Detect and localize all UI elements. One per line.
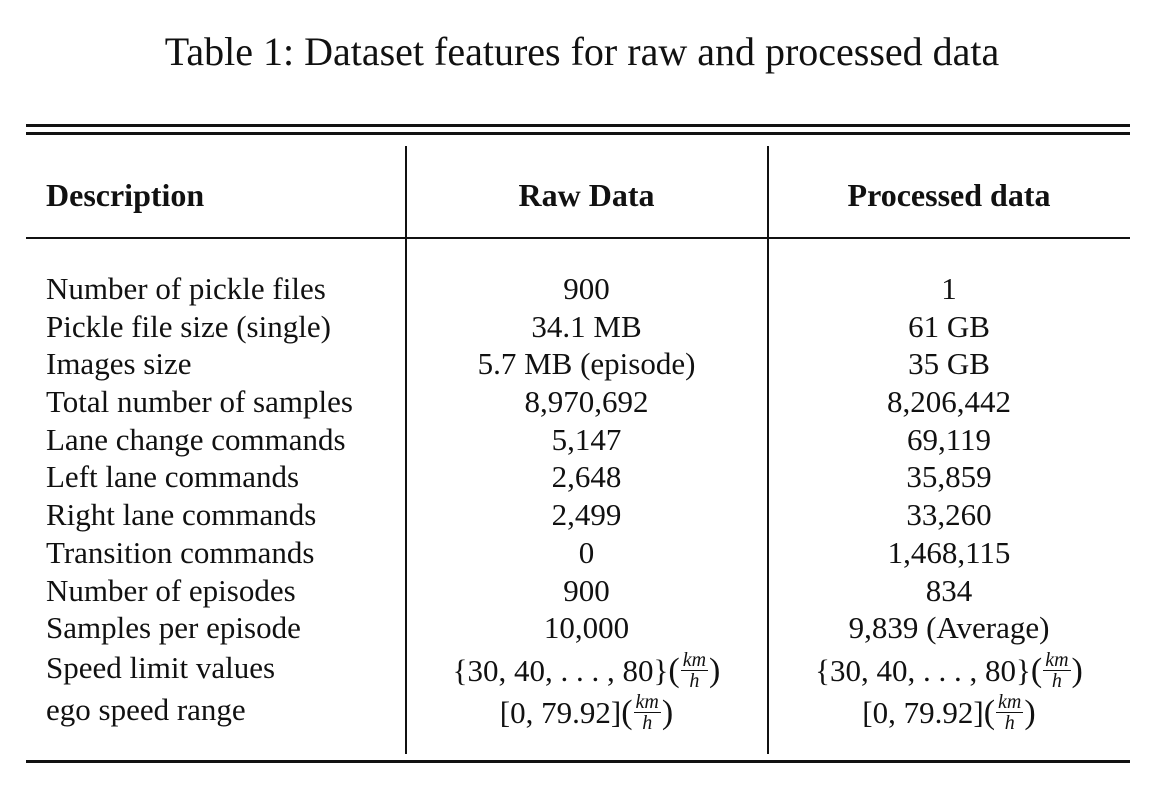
unit-numerator: km xyxy=(680,649,709,672)
raw-cell: 5.7 MB (episode) xyxy=(477,346,696,382)
unit-fraction: km h xyxy=(1043,649,1071,693)
table-row: Total number of samples 8,970,692 8,206,… xyxy=(26,383,1130,421)
table-row: Transition commands 0 1,468,115 xyxy=(26,534,1130,572)
description-cell: Transition commands xyxy=(46,534,315,570)
processed-cell: 35,859 xyxy=(906,459,992,495)
description-cell: Number of pickle files xyxy=(46,271,326,306)
header-description: Description xyxy=(46,177,205,213)
description-cell: Total number of samples xyxy=(46,384,353,420)
raw-cell: 8,970,692 xyxy=(524,384,649,420)
processed-cell: 35 GB xyxy=(908,346,990,382)
processed-cell: 69,119 xyxy=(906,421,992,457)
table-row: Speed limit values {30, 40, . . . , 80}(… xyxy=(26,647,1130,693)
unit-denominator: h xyxy=(689,670,700,693)
column-divider xyxy=(767,146,769,754)
processed-cell: 834 xyxy=(925,572,973,608)
description-cell: Speed limit values xyxy=(46,649,276,685)
table-row: Pickle file size (single) 34.1 MB 61 GB xyxy=(26,308,1130,346)
unit-fraction: km h xyxy=(996,691,1024,735)
table-row: Number of episodes 900 834 xyxy=(26,572,1130,610)
description-cell: ego speed range xyxy=(46,691,246,727)
unit-denominator: h xyxy=(1004,712,1015,735)
raw-cell: 34.1 MB xyxy=(531,308,642,344)
processed-math-cell: {30, 40, . . . , 80}(km h) xyxy=(815,649,1083,693)
raw-cell: 900 xyxy=(563,271,610,306)
table-row: Lane change commands 5,147 69,119 xyxy=(26,421,1130,459)
math-value: {30, 40, . . . , 80} xyxy=(452,652,669,688)
description-cell: Right lane commands xyxy=(46,497,317,533)
table-row: Left lane commands 2,648 35,859 xyxy=(26,458,1130,496)
processed-cell: 61 GB xyxy=(908,308,990,344)
math-value: [0, 79.92] xyxy=(862,694,984,730)
raw-cell: 10,000 xyxy=(543,610,630,646)
raw-cell: 0 xyxy=(578,534,595,570)
processed-math-cell: [0, 79.92](km h) xyxy=(862,691,1036,735)
math-value: {30, 40, . . . , 80} xyxy=(815,652,1031,688)
table-row: Right lane commands 2,499 33,260 xyxy=(26,496,1130,534)
description-cell: Images size xyxy=(46,346,192,382)
column-divider xyxy=(405,146,407,754)
header-raw-data: Raw Data xyxy=(518,177,655,213)
description-cell: Samples per episode xyxy=(46,610,301,646)
top-rule-second xyxy=(26,132,1130,135)
processed-cell: 1 xyxy=(941,271,957,306)
raw-cell: 5,147 xyxy=(551,421,622,457)
processed-cell: 9,839 (Average) xyxy=(848,610,1050,646)
unit-numerator: km xyxy=(1043,649,1071,672)
processed-cell: 1,468,115 xyxy=(887,534,1011,570)
processed-cell: 33,260 xyxy=(906,497,992,533)
header-rule xyxy=(26,237,1130,239)
top-rule xyxy=(26,124,1130,127)
description-cell: Lane change commands xyxy=(46,421,346,457)
unit-denominator: h xyxy=(642,712,653,735)
processed-cell: 8,206,442 xyxy=(887,384,1011,420)
table-row: Samples per episode 10,000 9,839 (Averag… xyxy=(26,609,1130,647)
header-processed-data: Processed data xyxy=(847,177,1051,213)
table-caption: Table 1: Dataset features for raw and pr… xyxy=(164,29,1000,74)
bottom-rule xyxy=(26,760,1130,763)
description-cell: Pickle file size (single) xyxy=(46,308,331,344)
unit-numerator: km xyxy=(633,691,661,714)
description-cell: Left lane commands xyxy=(46,459,300,495)
raw-math-cell: [0, 79.92](km h) xyxy=(499,691,674,735)
unit-numerator: km xyxy=(996,691,1024,714)
raw-cell: 900 xyxy=(563,572,610,608)
table-row: ego speed range [0, 79.92](km h) [0, 79.9… xyxy=(26,689,1130,735)
raw-math-cell: {30, 40, . . . , 80}(km h) xyxy=(452,649,721,693)
unit-fraction: km h xyxy=(680,649,709,693)
table-body: Number of pickle files 900 1 Pickle file… xyxy=(26,270,1130,735)
description-cell: Number of episodes xyxy=(46,572,296,608)
math-value: [0, 79.92] xyxy=(499,694,622,730)
unit-fraction: km h xyxy=(633,691,661,735)
raw-cell: 2,648 xyxy=(551,459,622,495)
unit-denominator: h xyxy=(1051,670,1062,693)
table-row: Number of pickle files 900 1 xyxy=(26,270,1130,308)
raw-cell: 2,499 xyxy=(551,497,622,533)
table-row: Images size 5.7 MB (episode) 35 GB xyxy=(26,345,1130,383)
